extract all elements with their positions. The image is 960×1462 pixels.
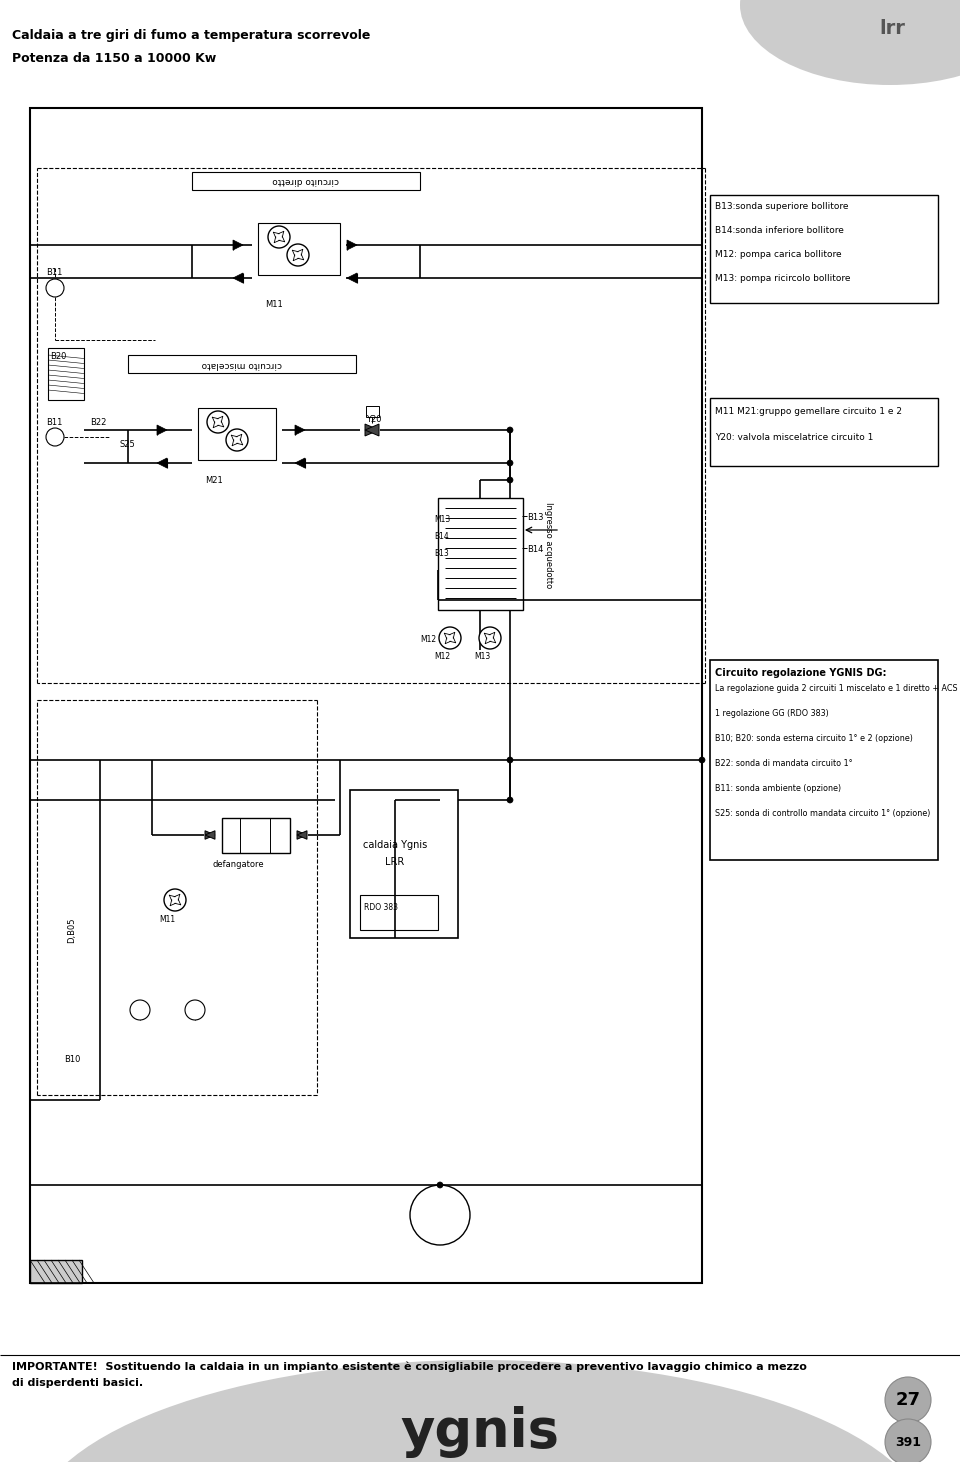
Bar: [222, 819, 290, 852]
Polygon shape: [157, 425, 167, 436]
Text: IMPORTANTE!  Sostituendo la caldaia in un impianto esistente è consigliabile pro: IMPORTANTE! Sostituendo la caldaia in un…: [12, 1363, 806, 1373]
Text: B22: B22: [90, 418, 107, 427]
Text: B13: B13: [434, 550, 448, 558]
Text: B20: B20: [50, 352, 66, 361]
Circle shape: [885, 1420, 931, 1462]
Bar: [710, 659, 938, 860]
Polygon shape: [295, 425, 305, 436]
Polygon shape: [365, 424, 379, 436]
Bar: [48, 348, 84, 401]
Circle shape: [410, 1186, 470, 1246]
Text: 27: 27: [896, 1390, 921, 1409]
Text: B14: B14: [434, 532, 448, 541]
Text: 1 regolazione GG (RDO 383): 1 regolazione GG (RDO 383): [715, 709, 828, 718]
Ellipse shape: [740, 0, 960, 85]
Circle shape: [268, 227, 290, 249]
Bar: [30, 1260, 82, 1284]
Bar: [258, 224, 340, 275]
Text: LRR: LRR: [385, 857, 404, 867]
Bar: [710, 398, 938, 466]
Circle shape: [507, 461, 513, 466]
Circle shape: [207, 411, 229, 433]
Text: caldaia Ygnis: caldaia Ygnis: [363, 841, 427, 849]
Text: S25: sonda di controllo mandata circuito 1° (opzione): S25: sonda di controllo mandata circuito…: [715, 808, 930, 819]
Polygon shape: [297, 830, 307, 839]
Bar: [438, 499, 523, 610]
Text: B10; B20: sonda esterna circuito 1° e 2 (opzione): B10; B20: sonda esterna circuito 1° e 2 …: [715, 734, 913, 743]
Text: M13: M13: [474, 652, 491, 661]
Ellipse shape: [30, 1360, 930, 1462]
Bar: [192, 173, 420, 190]
Text: Caldaia a tre giri di fumo a temperatura scorrevole: Caldaia a tre giri di fumo a temperatura…: [12, 29, 371, 42]
Text: B11: B11: [46, 418, 62, 427]
Polygon shape: [233, 240, 243, 250]
Polygon shape: [365, 424, 379, 436]
Circle shape: [46, 279, 64, 297]
Polygon shape: [157, 458, 167, 468]
Circle shape: [437, 1181, 443, 1189]
Polygon shape: [233, 273, 243, 284]
Circle shape: [439, 627, 461, 649]
Text: M21: M21: [205, 477, 223, 485]
Bar: [30, 108, 702, 1284]
Text: M12: M12: [434, 652, 450, 661]
Text: S25: S25: [120, 440, 135, 449]
Bar: [128, 355, 356, 373]
Bar: [710, 194, 938, 303]
Text: La regolazione guida 2 circuiti 1 miscelato e 1 diretto + ACS: La regolazione guida 2 circuiti 1 miscel…: [715, 684, 958, 693]
Text: B14: B14: [527, 545, 543, 554]
Polygon shape: [347, 240, 357, 250]
Circle shape: [699, 757, 705, 763]
Text: di disperdenti basici.: di disperdenti basici.: [12, 1379, 143, 1387]
Bar: [350, 789, 458, 939]
Circle shape: [287, 244, 309, 266]
Circle shape: [885, 1377, 931, 1423]
Text: ygnis: ygnis: [400, 1406, 560, 1458]
Text: Y20: valvola miscelatrice circuito 1: Y20: valvola miscelatrice circuito 1: [715, 433, 874, 442]
Circle shape: [507, 477, 513, 482]
Text: circuito miscelato: circuito miscelato: [202, 360, 282, 368]
Bar: [366, 406, 379, 417]
Text: M13: pompa ricircolo bollitore: M13: pompa ricircolo bollitore: [715, 273, 851, 284]
Text: D,B05: D,B05: [67, 917, 77, 943]
Polygon shape: [205, 830, 215, 839]
Bar: [360, 895, 438, 930]
Text: lrr: lrr: [879, 19, 905, 38]
Text: 391: 391: [895, 1436, 921, 1449]
Polygon shape: [295, 458, 305, 468]
Circle shape: [130, 1000, 150, 1020]
Polygon shape: [347, 273, 357, 284]
Circle shape: [164, 889, 186, 911]
Text: B10: B10: [63, 1056, 81, 1064]
Bar: [198, 408, 276, 461]
Text: B11: sonda ambiente (opzione): B11: sonda ambiente (opzione): [715, 784, 841, 792]
Circle shape: [507, 757, 513, 763]
Text: M11 M21:gruppo gemellare circuito 1 e 2: M11 M21:gruppo gemellare circuito 1 e 2: [715, 406, 902, 417]
Text: M11: M11: [265, 300, 283, 308]
Text: M13: M13: [434, 515, 450, 523]
Polygon shape: [205, 830, 215, 839]
Text: defangatore: defangatore: [212, 860, 264, 868]
Text: Circuito regolazione YGNIS DG:: Circuito regolazione YGNIS DG:: [715, 668, 886, 678]
Circle shape: [507, 797, 513, 803]
Polygon shape: [297, 830, 307, 839]
Text: RDO 383: RDO 383: [364, 904, 398, 912]
Text: B22: sonda di mandata circuito 1°: B22: sonda di mandata circuito 1°: [715, 759, 852, 768]
Circle shape: [46, 428, 64, 446]
Text: B14:sonda inferiore bollitore: B14:sonda inferiore bollitore: [715, 227, 844, 235]
Text: Ingresso acquedotto: Ingresso acquedotto: [543, 501, 553, 588]
Circle shape: [185, 1000, 205, 1020]
Circle shape: [479, 627, 501, 649]
Text: Y20: Y20: [366, 415, 381, 424]
Text: M11: M11: [159, 915, 175, 924]
Text: circuito diretto: circuito diretto: [273, 177, 340, 186]
Text: M12: M12: [420, 635, 436, 643]
Text: M12: pompa carica bollitore: M12: pompa carica bollitore: [715, 250, 842, 259]
Circle shape: [226, 428, 248, 450]
Text: B13: B13: [527, 513, 543, 522]
Text: B13:sonda superiore bollitore: B13:sonda superiore bollitore: [715, 202, 849, 211]
Circle shape: [507, 427, 513, 433]
Text: Potenza da 1150 a 10000 Kw: Potenza da 1150 a 10000 Kw: [12, 51, 216, 64]
Text: B11: B11: [46, 268, 62, 276]
